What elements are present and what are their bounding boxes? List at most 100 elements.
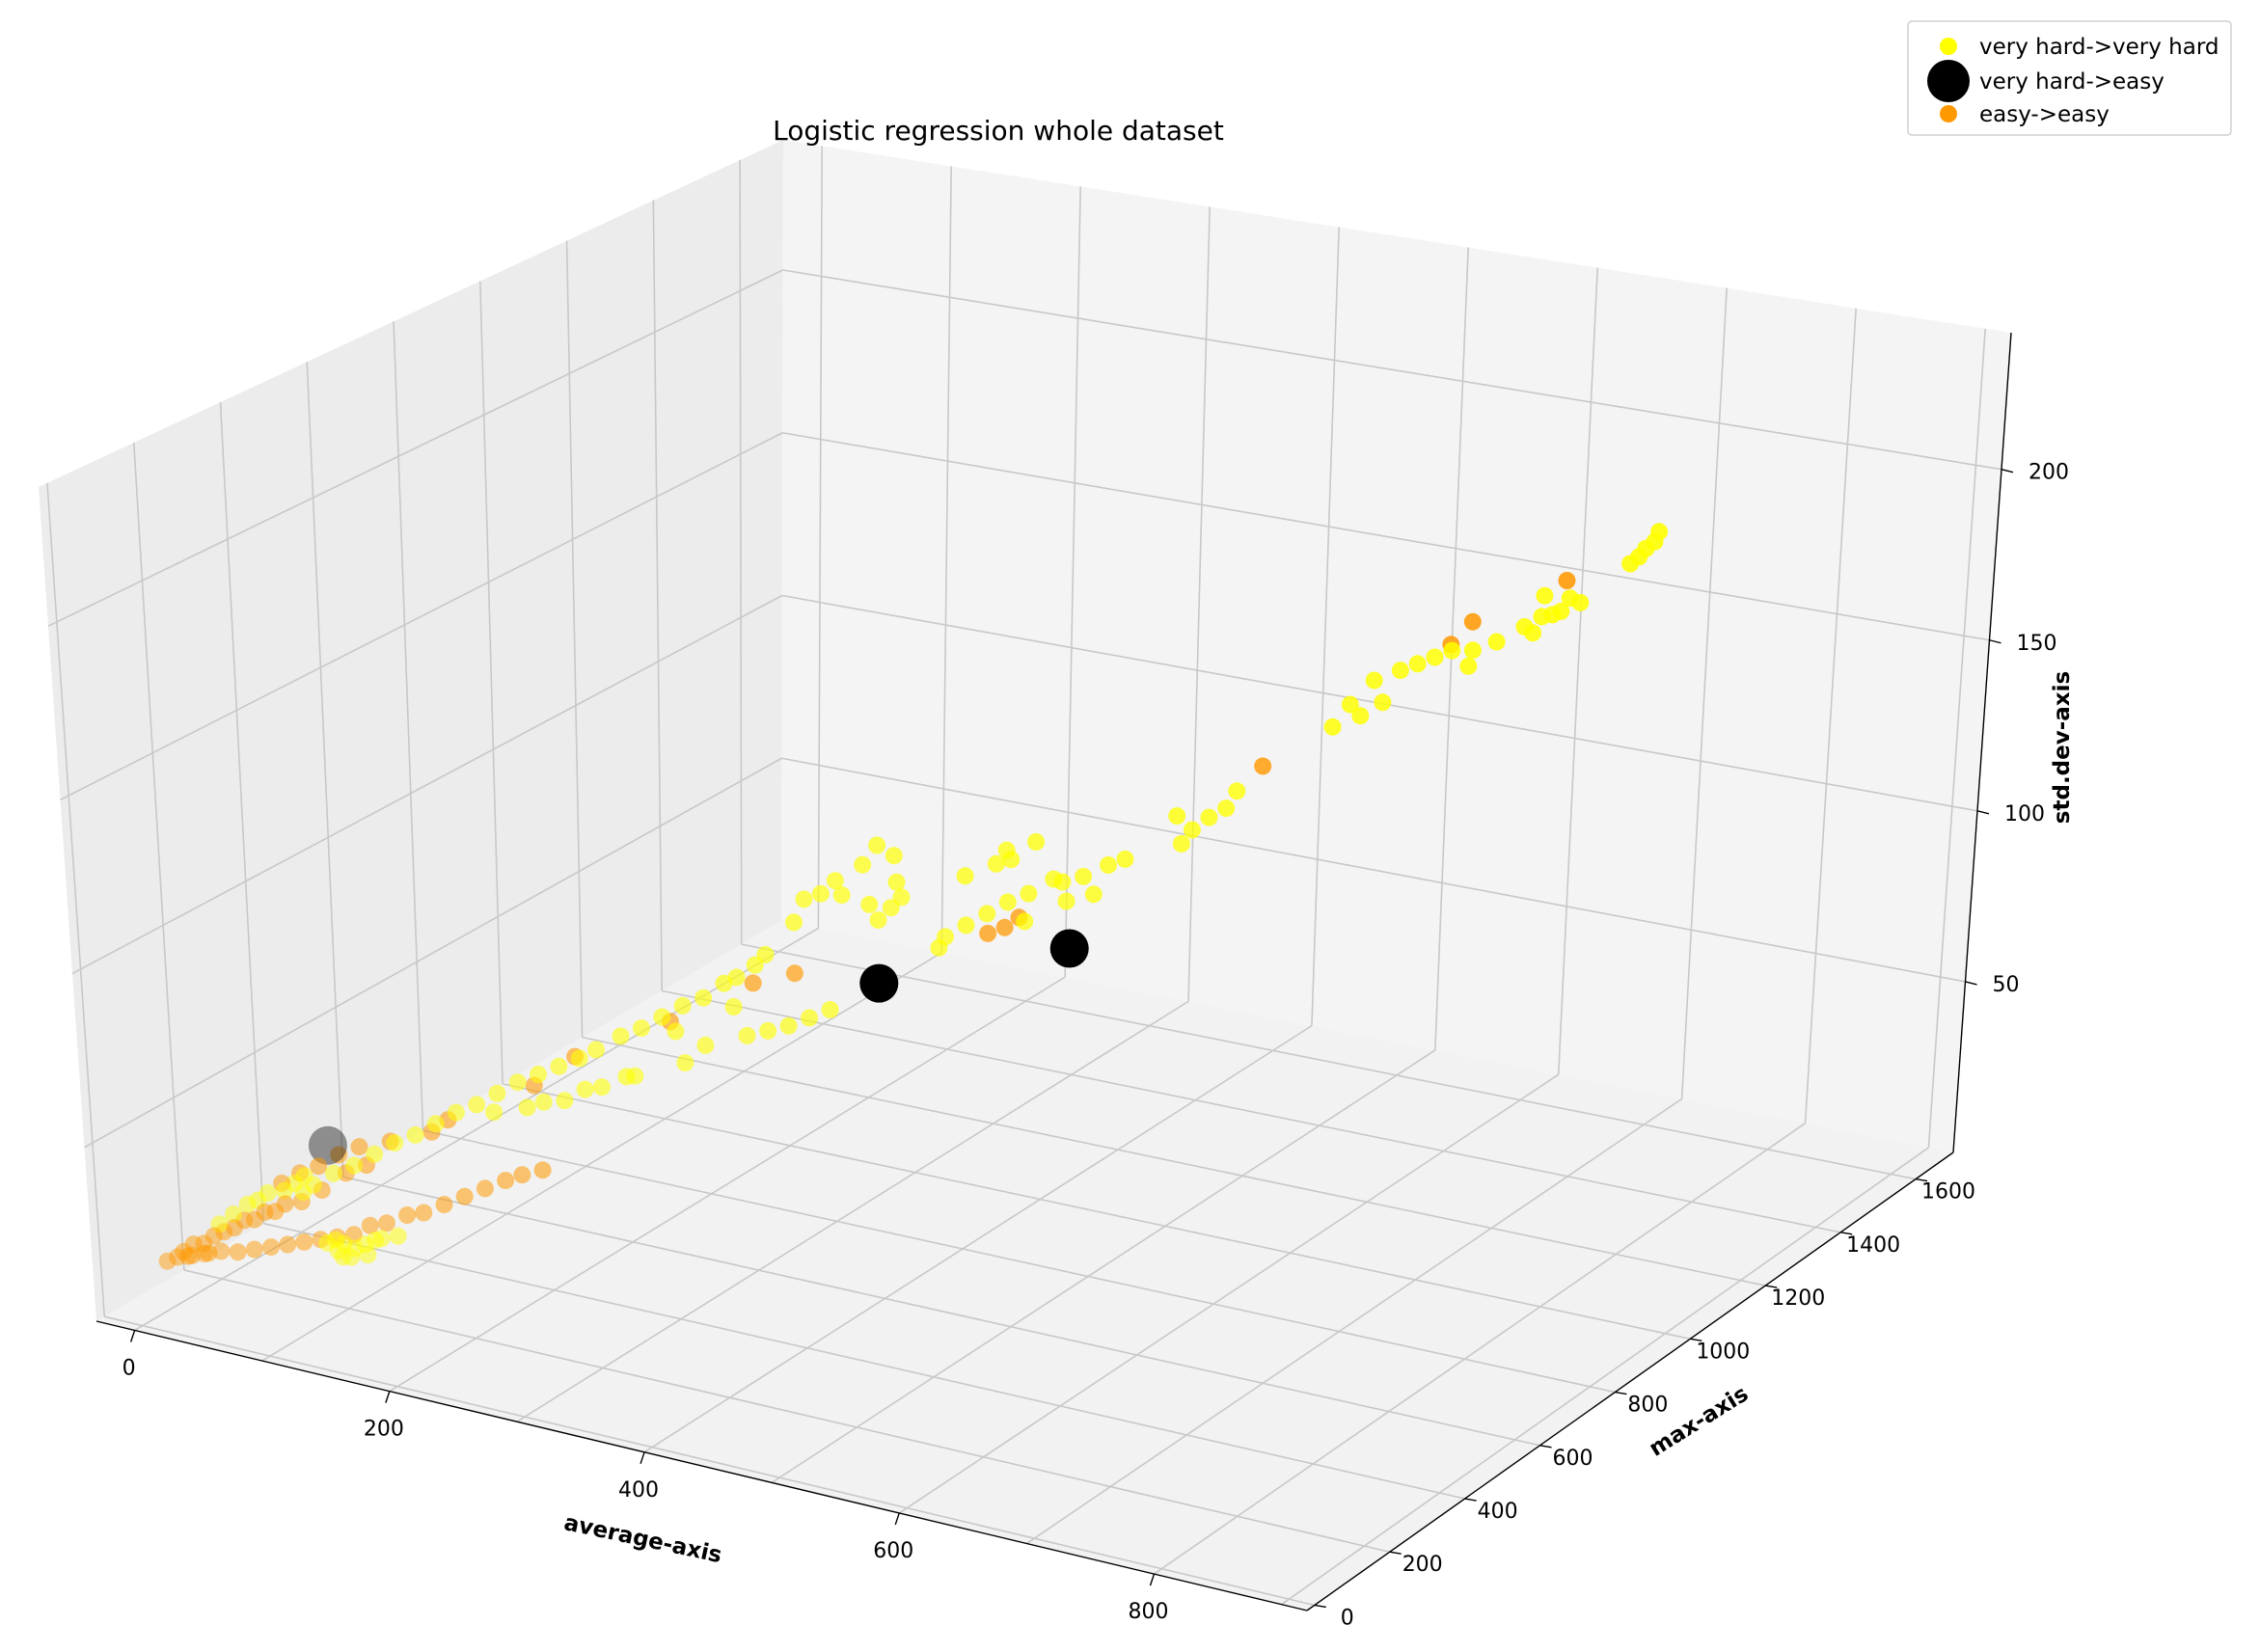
legend-marker-very-hard-very-hard — [1940, 38, 1957, 55]
legend: very hard->very hard very hard->easy eas… — [1907, 20, 2232, 136]
point-very-hard-very-hard — [715, 974, 733, 992]
point-very-hard-very-hard — [447, 1103, 465, 1122]
point-very-hard-very-hard — [1027, 833, 1046, 851]
point-easy-easy — [175, 1242, 193, 1260]
point-very-hard-very-hard — [334, 1248, 352, 1266]
x-axis-line — [95, 1320, 1308, 1611]
x-tick — [640, 1451, 645, 1465]
point-easy-easy — [256, 1203, 274, 1221]
point-very-hard-very-hard — [518, 1098, 536, 1117]
gridline-x-floor — [261, 952, 942, 1362]
z-tick-label: 200 — [2029, 461, 2069, 485]
point-very-hard-very-hard — [1228, 782, 1246, 800]
y-axis-line — [1306, 1151, 1954, 1611]
point-easy-easy — [245, 1240, 263, 1259]
point-easy-easy — [398, 1206, 417, 1224]
point-very-hard-very-hard — [294, 1183, 313, 1202]
point-very-hard-very-hard — [1002, 851, 1021, 869]
point-easy-easy — [744, 974, 762, 992]
gridline-x-floor — [1025, 1097, 1683, 1545]
point-very-hard-very-hard — [1016, 912, 1034, 931]
point-very-hard-very-hard — [724, 998, 743, 1016]
x-axis-label: average-axis — [561, 1510, 723, 1568]
point-very-hard-very-hard — [998, 893, 1017, 911]
point-very-hard-very-hard — [811, 884, 830, 903]
x-tick — [1149, 1573, 1156, 1586]
gridline-y-floor — [104, 1315, 1315, 1607]
gridline-z-left — [71, 594, 783, 975]
point-very-hard-very-hard — [667, 1022, 685, 1041]
point-very-hard-very-hard — [795, 890, 813, 908]
gridline-x-floor — [516, 1000, 1189, 1422]
point-very-hard-very-hard — [570, 1049, 588, 1068]
point-very-hard-very-hard — [534, 1093, 553, 1111]
point-very-hard-very-hard — [1075, 867, 1093, 885]
gridline-z-back — [782, 269, 2002, 471]
point-easy-easy — [415, 1204, 433, 1222]
point-very-hard-very-hard — [956, 867, 974, 885]
data-points — [158, 523, 1669, 1270]
point-easy-easy — [246, 1210, 263, 1229]
point-very-hard-very-hard — [318, 1233, 337, 1252]
point-very-hard-very-hard — [1487, 633, 1506, 651]
gridline-z-back — [781, 757, 1966, 983]
point-easy-easy — [361, 1216, 379, 1234]
point-easy-easy — [215, 1223, 233, 1241]
point-very-hard-very-hard — [366, 1145, 384, 1163]
point-very-hard-very-hard — [854, 855, 872, 874]
point-very-hard-very-hard — [785, 913, 803, 932]
point-very-hard-very-hard — [488, 1084, 506, 1102]
point-very-hard-very-hard — [587, 1041, 605, 1059]
point-very-hard-very-hard — [821, 1001, 839, 1018]
point-very-hard-very-hard — [210, 1215, 229, 1233]
point-easy-easy — [295, 1232, 313, 1251]
z-tick-label: 150 — [2017, 632, 2057, 656]
gridline-x-floor — [389, 976, 1066, 1393]
z-axis-label: std.dev-axis — [2050, 671, 2075, 824]
point-easy-easy — [435, 1196, 453, 1214]
point-very-hard-very-hard — [1459, 657, 1478, 675]
z-tick-label: 100 — [2004, 802, 2045, 826]
y-tick — [1840, 1232, 1853, 1235]
point-easy-easy — [330, 1146, 348, 1164]
y-tick-label: 200 — [1402, 1553, 1443, 1577]
point-very-hard-very-hard — [468, 1096, 486, 1114]
point-very-hard-very-hard — [1084, 885, 1103, 904]
point-very-hard-very-hard — [1536, 586, 1554, 605]
point-very-hard-very-hard — [592, 1078, 611, 1097]
point-very-hard-very-hard — [1426, 648, 1444, 666]
point-very-hard-very-hard — [1621, 555, 1640, 573]
point-very-hard-very-hard — [485, 1103, 503, 1122]
point-very-hard-very-hard — [372, 1230, 391, 1248]
y-tick-label: 1200 — [1771, 1286, 1825, 1311]
axis-panes — [39, 140, 2011, 1611]
point-very-hard-very-hard — [530, 1066, 547, 1083]
point-easy-easy — [183, 1246, 202, 1264]
point-very-hard-very-hard — [868, 836, 886, 854]
gridline-z-left — [84, 757, 782, 1149]
legend-marker-very-hard-easy — [1927, 60, 1970, 102]
point-very-hard-very-hard — [1533, 608, 1551, 626]
point-easy-easy — [235, 1211, 254, 1230]
point-very-hard-very-hard — [1561, 589, 1579, 608]
y-tick-label: 400 — [1478, 1500, 1518, 1524]
point-very-hard-very-hard — [826, 872, 844, 890]
y-tick — [1314, 1604, 1326, 1609]
gridline-x-floor — [898, 1073, 1560, 1514]
point-very-hard-very-hard — [1323, 718, 1342, 736]
point-easy-easy — [195, 1234, 213, 1253]
point-easy-easy — [455, 1187, 474, 1205]
point-easy-easy — [377, 1214, 395, 1232]
y-tick — [1539, 1445, 1552, 1449]
point-very-hard-very-hard — [556, 1092, 574, 1110]
point-very-hard-very-hard — [779, 1016, 798, 1035]
point-very-hard-very-hard — [1200, 808, 1218, 826]
y-tick-label: 1000 — [1696, 1340, 1750, 1364]
point-very-hard-very-hard — [860, 895, 879, 913]
point-very-hard-very-hard — [832, 886, 851, 905]
point-very-hard-very-hard — [869, 911, 887, 929]
z-tick — [1976, 810, 1990, 815]
left-pane — [39, 140, 783, 1321]
point-easy-easy — [196, 1245, 214, 1262]
point-very-hard-very-hard — [626, 1067, 644, 1085]
